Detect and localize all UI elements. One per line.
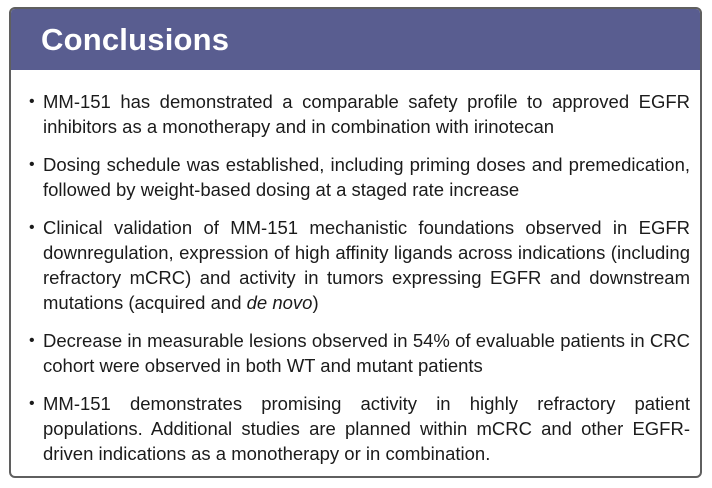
bullet-text: Dosing schedule was established, includi… [43, 154, 690, 200]
bullet-item-clinical-validation: • Clinical validation of MM-151 mechanis… [29, 215, 690, 315]
bullet-icon: • [29, 332, 35, 349]
bullet-icon: • [29, 93, 35, 110]
bullet-item-promising-activity: • MM-151 demonstrates promising activity… [29, 391, 690, 466]
bullet-text-italic: de novo [246, 292, 313, 313]
bullet-text-prefix: Clinical validation of MM-151 mechanisti… [43, 217, 690, 313]
bullet-text: Decrease in measurable lesions observed … [43, 330, 690, 376]
bullet-text: MM-151 has demonstrated a comparable saf… [43, 91, 690, 137]
bullet-icon: • [29, 219, 35, 236]
page-title: Conclusions [41, 22, 230, 57]
bullet-item-lesion-decrease: • Decrease in measurable lesions observe… [29, 328, 690, 378]
slide-header: Conclusions [11, 9, 700, 70]
bullet-text: MM-151 demonstrates promising activity i… [43, 393, 690, 464]
bullet-item-safety-profile: • MM-151 has demonstrated a comparable s… [29, 89, 690, 139]
bullet-icon: • [29, 156, 35, 173]
bullet-item-dosing-schedule: • Dosing schedule was established, inclu… [29, 152, 690, 202]
bullet-icon: • [29, 395, 35, 412]
slide-body: • MM-151 has demonstrated a comparable s… [11, 70, 700, 466]
conclusions-slide: Conclusions • MM-151 has demonstrated a … [9, 7, 702, 478]
bullet-list: • MM-151 has demonstrated a comparable s… [29, 89, 690, 466]
bullet-text-suffix: ) [312, 292, 319, 313]
